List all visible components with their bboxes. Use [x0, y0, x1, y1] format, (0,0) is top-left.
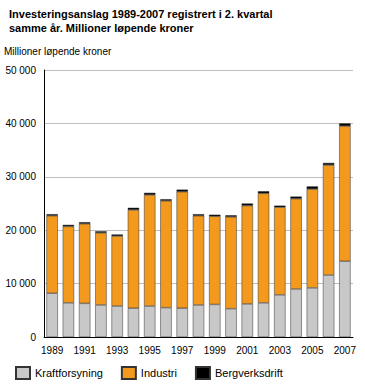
svg-text:Investeringsanslag 1989-2007 r: Investeringsanslag 1989-2007 registrert …	[9, 8, 273, 20]
svg-text:40 000: 40 000	[5, 118, 36, 129]
svg-text:1991: 1991	[74, 345, 97, 356]
svg-text:Kraftforsyning: Kraftforsyning	[35, 367, 103, 379]
svg-text:10 000: 10 000	[5, 278, 36, 289]
svg-text:2005: 2005	[301, 345, 324, 356]
svg-text:2003: 2003	[269, 345, 292, 356]
svg-text:0: 0	[30, 332, 36, 343]
svg-text:30 000: 30 000	[5, 171, 36, 182]
svg-text:Bergverksdrift: Bergverksdrift	[215, 367, 283, 379]
svg-text:50 000: 50 000	[5, 65, 36, 76]
svg-text:2007: 2007	[334, 345, 357, 356]
svg-text:1989: 1989	[41, 345, 64, 356]
svg-text:2001: 2001	[236, 345, 259, 356]
svg-text:samme år. Millioner løpende kr: samme år. Millioner løpende kroner	[9, 22, 194, 34]
svg-text:Industri: Industri	[141, 367, 177, 379]
svg-text:1999: 1999	[204, 345, 227, 356]
svg-text:1997: 1997	[171, 345, 194, 356]
svg-text:1995: 1995	[139, 345, 162, 356]
svg-text:20 000: 20 000	[5, 225, 36, 236]
svg-text:1993: 1993	[106, 345, 129, 356]
svg-text:Millioner løpende kroner: Millioner løpende kroner	[4, 46, 112, 57]
